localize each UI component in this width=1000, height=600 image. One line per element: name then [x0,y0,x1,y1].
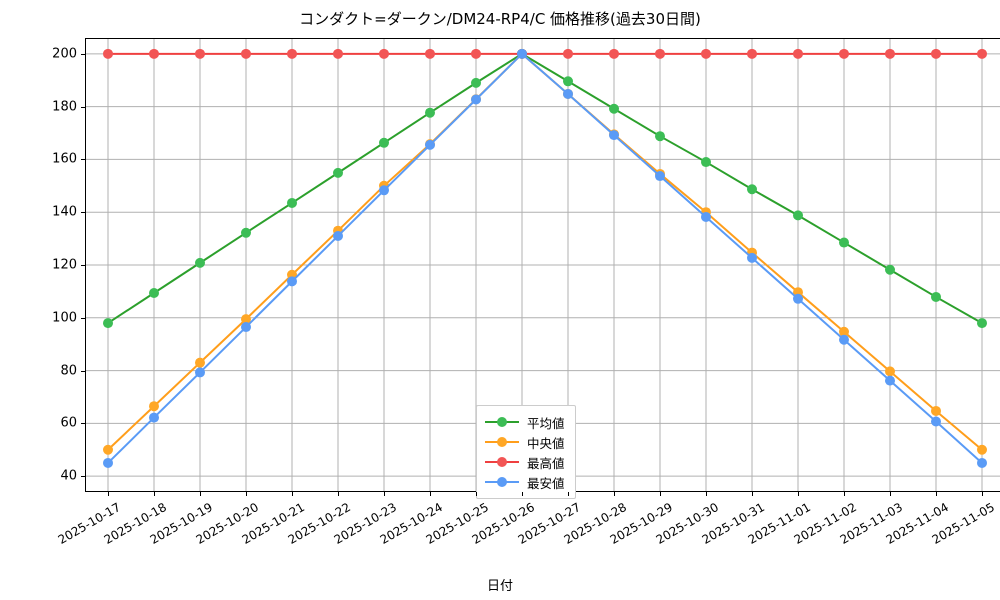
y-tick-mark [81,317,85,319]
legend-label: 平均値 [527,415,565,431]
legend-swatch-icon [485,435,519,449]
x-tick-mark [246,492,247,496]
legend-label: 中央値 [527,435,565,451]
y-tick-mark [81,476,85,478]
x-tick-mark [982,492,983,496]
x-tick-mark [568,492,569,496]
legend-swatch-icon [485,475,519,489]
y-tick-label: 100 [52,310,77,326]
x-tick-mark [476,492,477,496]
y-tick-mark [81,423,85,425]
y-tick-label: 160 [52,151,77,167]
legend-swatch-icon [485,455,519,469]
x-tick-mark [154,492,155,496]
y-tick-label: 40 [60,468,77,484]
legend-item-0[interactable]: 平均値 [485,412,565,432]
x-tick-mark [384,492,385,496]
y-tick-mark [81,370,85,372]
legend-label: 最安値 [527,475,565,491]
legend-item-1[interactable]: 中央値 [485,432,565,452]
legend-item-2[interactable]: 最高値 [485,452,565,472]
y-tick-mark [81,212,85,214]
legend-swatch-icon [485,415,519,429]
y-tick-mark [81,265,85,266]
x-tick-mark [430,492,431,496]
chart-legend: 平均値中央値最高値最安値 [476,405,576,499]
x-tick-mark [338,492,339,496]
x-tick-mark [522,492,523,496]
legend-item-3[interactable]: 最安値 [485,472,565,492]
y-tick-label: 120 [52,257,77,273]
x-tick-mark [844,492,845,496]
x-tick-mark [936,492,937,496]
x-tick-mark [614,492,615,496]
series-3 [103,48,987,468]
y-tick-label: 80 [60,363,77,379]
y-tick-mark [81,159,85,161]
series-1 [103,48,987,455]
plot-svg [85,38,1000,492]
x-tick-mark [200,492,201,496]
x-tick-mark [292,492,293,496]
y-tick-mark [81,106,85,108]
series-0 [103,48,987,329]
x-tick-mark [660,492,661,496]
x-axis-label: 日付 [486,579,513,594]
y-tick-label: 180 [52,99,77,115]
y-tick-mark [81,53,85,55]
y-tick-label: 200 [52,46,77,62]
gridlines [85,38,1000,492]
x-tick-mark [890,492,891,496]
plot-area [85,38,1000,492]
y-tick-label: 60 [60,415,77,431]
x-tick-mark [798,492,799,496]
x-tick-mark [706,492,707,496]
series-2 [103,48,987,59]
chart-title: コンダクト=ダークン/DM24-RP4/C 価格推移(過去30日間) [299,10,701,28]
x-tick-mark [752,492,753,496]
legend-label: 最高値 [527,455,565,471]
y-tick-label: 140 [52,204,77,220]
x-tick-mark [108,492,109,496]
